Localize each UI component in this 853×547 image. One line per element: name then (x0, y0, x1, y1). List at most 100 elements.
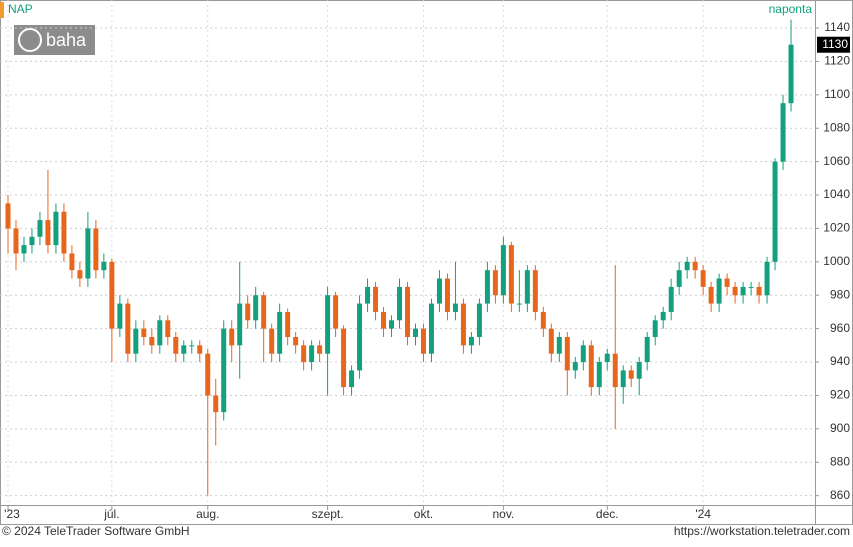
y-tick-label: 1040 (823, 187, 850, 201)
x-tick-label: szept. (312, 507, 344, 521)
candle-body (724, 278, 730, 287)
candle-body (349, 370, 355, 388)
candle-body (397, 286, 403, 321)
y-tick-label: 860 (830, 488, 850, 502)
candle-body (580, 345, 586, 363)
candle-body (516, 303, 522, 305)
candle-body (301, 345, 307, 363)
y-tick-label: 880 (830, 454, 850, 468)
candle-body (732, 286, 738, 296)
candle-body (37, 220, 43, 237)
candle-body (181, 345, 187, 354)
candle-body (157, 320, 163, 346)
candle-body (205, 353, 211, 396)
candle-body (77, 270, 83, 279)
candle-body (269, 328, 275, 354)
candle-body (317, 345, 323, 354)
x-tick-label: '23 (4, 507, 20, 521)
candle-body (700, 270, 706, 287)
logo: baha (46, 30, 87, 50)
candle-body (13, 228, 19, 254)
y-tick-label: 1080 (823, 120, 850, 134)
candle-body (221, 328, 227, 413)
candle-body (133, 328, 139, 354)
candle-body (69, 253, 75, 271)
candle-body (45, 220, 51, 246)
y-tick-label: 900 (830, 421, 850, 435)
x-tick-label: nov. (492, 507, 514, 521)
candle-body (117, 303, 123, 329)
candle-body (245, 303, 251, 321)
candle-body (85, 228, 91, 279)
candle-body (524, 270, 530, 304)
candle-body (405, 286, 410, 337)
candle-body (109, 261, 115, 329)
candle-body (197, 345, 203, 354)
candle-body (29, 236, 35, 246)
candle-body (381, 311, 387, 329)
candle-body (756, 286, 762, 296)
candle-body (101, 261, 107, 271)
candle-body (492, 270, 498, 296)
candle-body (341, 328, 347, 388)
candle-body (748, 286, 754, 288)
candle-body (684, 261, 690, 271)
candle-body (420, 328, 426, 354)
candle-body (237, 303, 243, 346)
candle-body (5, 203, 11, 229)
candle-body (788, 44, 794, 104)
candle-body (53, 211, 59, 246)
candle-body (620, 370, 626, 388)
candle-body (556, 336, 562, 354)
x-tick-label: '24 (695, 507, 711, 521)
candle-body (708, 286, 714, 304)
candle-body (309, 345, 315, 363)
candle-body (93, 228, 99, 271)
y-tick-label: 920 (830, 388, 850, 402)
url: https://workstation.teletrader.com (674, 524, 850, 538)
y-tick-label: 1060 (823, 154, 850, 168)
candle-body (452, 303, 458, 312)
candle-body (484, 270, 490, 304)
candle-body (21, 245, 27, 254)
candle-body (596, 362, 602, 388)
candle-body (213, 395, 219, 413)
copyright: © 2024 TeleTrader Software GmbH (2, 524, 190, 538)
candle-body (660, 311, 666, 321)
candle-body (293, 336, 299, 346)
candle-body (173, 336, 179, 354)
y-tick-label: 980 (830, 287, 850, 301)
candle-body (604, 353, 610, 363)
plot: 860 880 900 920 940 960 980 1000 1020 1040 1060 108… (0, 0, 850, 521)
candle-body (444, 278, 450, 312)
candle-body (716, 278, 722, 304)
candle-body (357, 303, 363, 371)
y-tick-label: 960 (830, 321, 850, 335)
logo-icon (18, 28, 42, 52)
candle-body (412, 328, 418, 337)
interval-label: naponta (769, 2, 813, 16)
candle-body (229, 328, 235, 346)
candle-body (548, 328, 554, 354)
x-tick-label: okt. (414, 507, 433, 521)
candle-body (780, 103, 786, 162)
candle-body (588, 345, 594, 388)
y-tick-label: 1120 (824, 54, 850, 68)
candle-body (141, 328, 147, 337)
y-tick-label: 1000 (823, 254, 850, 268)
candle-body (644, 336, 650, 363)
candle-body (365, 286, 371, 304)
title-marker (0, 2, 4, 18)
candle-body (508, 245, 514, 304)
candle-body (436, 278, 442, 304)
candle-body (540, 311, 546, 329)
x-tick-label: júl. (103, 507, 119, 521)
candle-body (285, 311, 291, 337)
candle-body (612, 353, 618, 388)
candle-body (740, 286, 746, 296)
x-tick-label: dec. (596, 507, 619, 521)
y-tick-label: 1020 (823, 221, 850, 235)
candle-body (476, 303, 482, 337)
candle-body (277, 311, 283, 354)
